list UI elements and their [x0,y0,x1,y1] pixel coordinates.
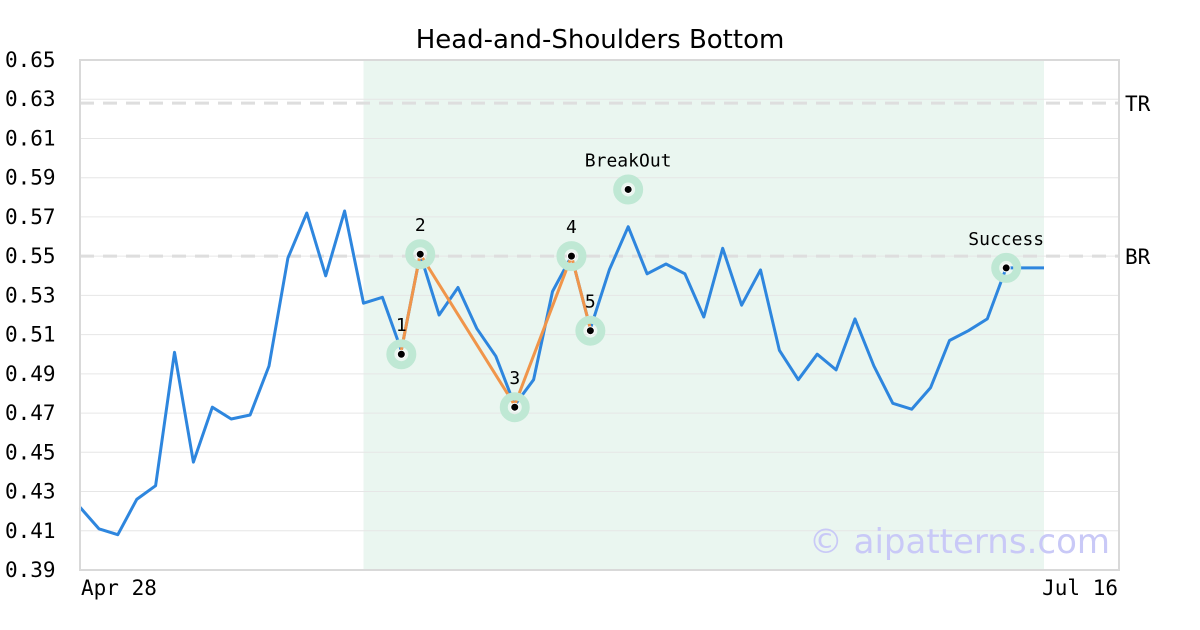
marker-dot-4 [566,251,576,261]
marker-ring-3 [499,392,530,423]
y-tick-label: 0.47 [5,401,56,425]
x-tick-start: Apr 28 [81,576,157,600]
y-tick-label: 0.51 [5,323,56,347]
price-line [78,209,1044,537]
marker-ring-breakout [613,174,644,205]
y-tick-label: 0.59 [5,166,56,190]
y-tick-label: 0.57 [5,205,56,229]
y-tick-label: 0.53 [5,283,56,307]
marker-dot-5 [585,326,595,336]
marker-dot-breakout [623,184,633,194]
annotation-1: 1 [396,315,407,336]
y-tick-label: 0.41 [5,519,56,543]
marker-ring-5 [575,315,606,346]
annotation-2: 2 [415,215,426,236]
marker-dot-1 [396,349,406,359]
chart-title: Head-and-Shoulders Bottom [416,25,785,55]
annotation-5: 5 [585,292,596,313]
y-tick-label: 0.65 [5,48,56,72]
y-tick-label: 0.49 [5,362,56,386]
y-tick-label: 0.39 [5,558,56,582]
marker-ring-1 [386,339,417,370]
reference-label-br: BR [1125,245,1151,269]
plot-border [79,59,1120,571]
marker-dot-2 [415,249,425,259]
annotation-4: 4 [566,217,577,238]
annotation-breakout: BreakOut [585,150,672,171]
watermark: © aipatterns.com [809,522,1110,562]
marker-ring-4 [556,241,587,272]
marker-dot-3 [510,402,520,412]
annotation-3: 3 [509,368,520,389]
annotation-success: Success [968,229,1044,250]
x-tick-end: Jul 16 [1042,576,1118,600]
reference-label-tr: TR [1125,92,1151,116]
marker-dot-success [1001,263,1011,273]
marker-ring-2 [405,239,436,270]
y-tick-label: 0.45 [5,440,56,464]
y-tick-label: 0.55 [5,244,56,268]
marker-ring-success [991,252,1022,283]
y-tick-label: 0.63 [5,87,56,111]
y-tick-label: 0.61 [5,126,56,150]
y-tick-label: 0.43 [5,480,56,504]
